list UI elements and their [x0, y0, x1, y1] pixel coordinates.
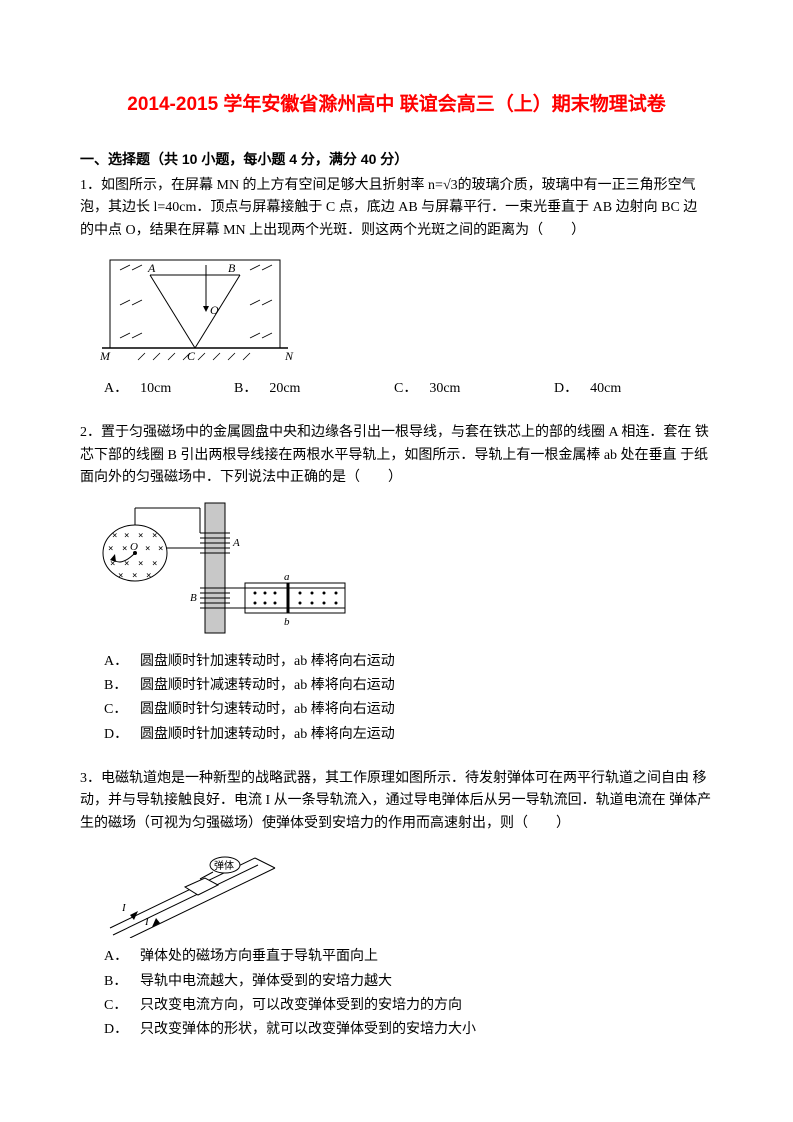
svg-text:×: × — [152, 531, 157, 541]
svg-text:×: × — [108, 544, 113, 554]
q2-text: 2．置于匀强磁场中的金属圆盘中央和边缘各引出一根导线，与套在铁芯上的部的线圈 A… — [80, 422, 713, 489]
q2-line1: 2．置于匀强磁场中的金属圆盘中央和边缘各引出一根导线，与套在铁芯上的部的线圈 A… — [80, 425, 691, 440]
q3-label-I1: I — [121, 902, 127, 914]
q1-line2: 泡，其边长 l=40cm．顶点与屏幕接触于 C 点，底边 AB 与屏幕平行．一束… — [80, 200, 697, 215]
q1-label-C: C — [187, 349, 196, 363]
q1-optD-label: D． — [554, 378, 578, 400]
q2-optA-text: 圆盘顺时针加速转动时，ab 棒将向右运动 — [140, 651, 395, 673]
svg-text:×: × — [145, 544, 150, 554]
q2-optB-label: B． — [104, 675, 128, 697]
question-3: 3．电磁轨道炮是一种新型的战略武器，其工作原理如图所示．待发射弹体可在两平行轨道… — [80, 768, 713, 1042]
q1-optD-text: 40cm — [590, 378, 621, 400]
q1-text: 1．如图所示，在屏幕 MN 的上方有空间足够大且折射率 n=√3的玻璃介质，玻璃… — [80, 175, 713, 242]
q2-label-a: a — [284, 571, 290, 583]
svg-text:×: × — [138, 559, 143, 569]
section-header: 一、选择题（共 10 小题，每小题 4 分，满分 40 分） — [80, 148, 713, 170]
q1-optA-text: 10cm — [140, 378, 171, 400]
q3-optB-text: 导轨中电流越大，弹体受到的安培力越大 — [140, 971, 392, 993]
q1-line3: 的中点 O，结果在屏幕 MN 上出现两个光斑．则这两个光斑之间的距离为（ ） — [80, 223, 585, 238]
q3-optC-label: C． — [104, 995, 128, 1017]
q2-optD-label: D． — [104, 724, 128, 746]
q1-optC-text: 30cm — [429, 378, 460, 400]
q1-label-A: A — [147, 261, 156, 275]
q3-optD-text: 只改变弹体的形状，就可以改变弹体受到的安培力大小 — [140, 1019, 476, 1041]
q1-optB-label: B． — [234, 378, 257, 400]
q3-optC-text: 只改变电流方向，可以改变弹体受到的安培力的方向 — [140, 995, 462, 1017]
page-title: 2014-2015 学年安徽省滁州高中 联谊会高三（上）期末物理试卷 — [80, 90, 713, 120]
q2-optC-text: 圆盘顺时针匀速转动时，ab 棒将向右运动 — [140, 699, 395, 721]
q3-line1: 3．电磁轨道炮是一种新型的战略武器，其工作原理如图所示．待发射弹体可在两平行轨道… — [80, 771, 689, 786]
q3-options: A． 弹体处的磁场方向垂直于导轨平面向上 B． 导轨中电流越大，弹体受到的安培力越大… — [104, 946, 713, 1042]
q2-figure: ×××× ×××× ×××× ××× O A — [100, 498, 713, 643]
svg-text:×: × — [118, 571, 123, 581]
q2-label-B: B — [190, 592, 197, 604]
q2-label-A: A — [232, 537, 240, 549]
q2-optB-text: 圆盘顺时针减速转动时，ab 棒将向右运动 — [140, 675, 395, 697]
q1-optC-label: C． — [394, 378, 417, 400]
question-1: 1．如图所示，在屏幕 MN 的上方有空间足够大且折射率 n=√3的玻璃介质，玻璃… — [80, 175, 713, 401]
q1-label-M: M — [100, 349, 111, 363]
svg-text:×: × — [146, 571, 151, 581]
svg-text:×: × — [122, 544, 127, 554]
q1-label-N: N — [284, 349, 294, 363]
q1-figure: A B O C M N — [100, 250, 713, 370]
svg-text:×: × — [152, 559, 157, 569]
q1-options: A． 10cm B． 20cm C． 30cm D． 40cm — [104, 378, 713, 400]
q2-options: A． 圆盘顺时针加速转动时，ab 棒将向右运动 B． 圆盘顺时针减速转动时，ab 棒… — [104, 651, 713, 747]
q2-optA-label: A． — [104, 651, 128, 673]
q3-text: 3．电磁轨道炮是一种新型的战略武器，其工作原理如图所示．待发射弹体可在两平行轨道… — [80, 768, 713, 835]
q3-optB-label: B． — [104, 971, 128, 993]
q2-label-b: b — [284, 616, 290, 628]
svg-text:×: × — [138, 531, 143, 541]
q2-optD-text: 圆盘顺时针加速转动时，ab 棒将向左运动 — [140, 724, 395, 746]
q3-optD-label: D． — [104, 1019, 128, 1041]
q2-label-O: O — [130, 541, 138, 553]
svg-text:×: × — [132, 571, 137, 581]
svg-text:×: × — [124, 531, 129, 541]
q1-label-B: B — [228, 261, 236, 275]
svg-text:×: × — [158, 544, 163, 554]
q1-line1: 1．如图所示，在屏幕 MN 的上方有空间足够大且折射率 n=√3的玻璃介质，玻璃… — [80, 178, 696, 193]
question-2: 2．置于匀强磁场中的金属圆盘中央和边缘各引出一根导线，与套在铁芯上的部的线圈 A… — [80, 422, 713, 746]
q3-figure: 弹体 I I — [100, 843, 713, 938]
q3-label-body: 弹体 — [214, 859, 234, 872]
q1-optA-label: A． — [104, 378, 128, 400]
q1-label-O: O — [210, 303, 219, 317]
q1-optB-text: 20cm — [269, 378, 300, 400]
svg-text:×: × — [112, 531, 117, 541]
q3-optA-text: 弹体处的磁场方向垂直于导轨平面向上 — [140, 946, 378, 968]
q3-optA-label: A． — [104, 946, 128, 968]
q2-optC-label: C． — [104, 699, 128, 721]
